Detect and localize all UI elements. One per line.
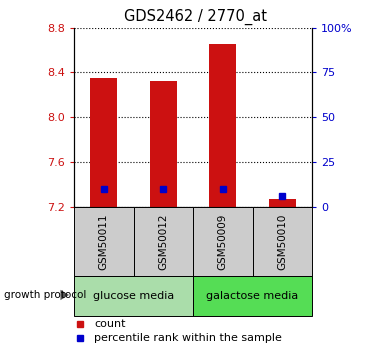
Bar xyxy=(193,276,312,316)
Bar xyxy=(209,45,236,207)
Bar xyxy=(269,199,296,207)
Text: GSM50009: GSM50009 xyxy=(218,213,228,270)
Bar xyxy=(150,81,177,207)
Bar xyxy=(133,207,193,276)
Bar xyxy=(90,78,117,207)
Text: galactose media: galactose media xyxy=(206,291,299,301)
Bar xyxy=(74,207,133,276)
Text: count: count xyxy=(94,319,126,329)
Text: GSM50010: GSM50010 xyxy=(277,213,287,270)
Text: GDS2462 / 2770_at: GDS2462 / 2770_at xyxy=(124,9,266,25)
Text: percentile rank within the sample: percentile rank within the sample xyxy=(94,333,282,343)
Bar xyxy=(253,207,312,276)
Polygon shape xyxy=(60,290,69,300)
Text: GSM50012: GSM50012 xyxy=(158,213,168,270)
Bar xyxy=(193,207,253,276)
Text: GSM50011: GSM50011 xyxy=(99,213,109,270)
Text: glucose media: glucose media xyxy=(93,291,174,301)
Text: growth protocol: growth protocol xyxy=(4,290,86,300)
Bar xyxy=(74,276,193,316)
